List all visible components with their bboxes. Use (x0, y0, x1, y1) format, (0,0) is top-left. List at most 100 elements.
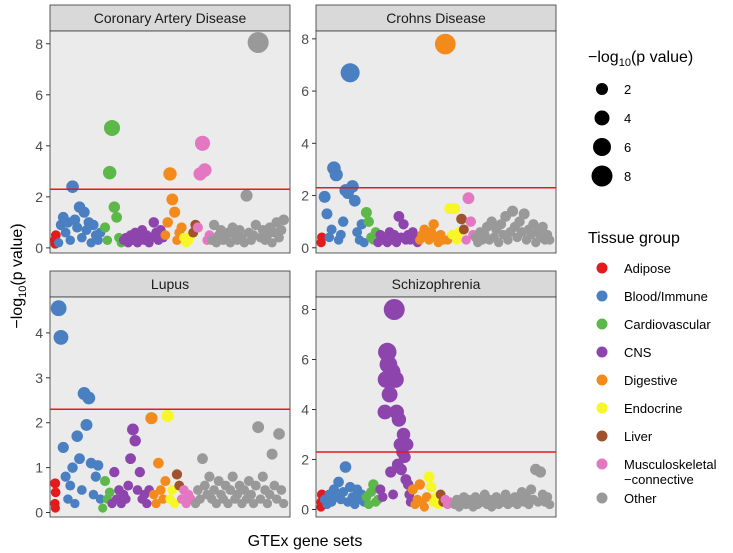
data-point (50, 478, 61, 489)
data-point (398, 450, 411, 464)
y-tick-label: 4 (35, 325, 43, 341)
data-point (208, 219, 220, 231)
data-point (363, 216, 374, 227)
data-point (123, 480, 134, 491)
data-point (352, 227, 363, 238)
size-legend-title: −log10(p value) (588, 49, 693, 69)
data-point (269, 480, 280, 491)
data-point (121, 494, 131, 504)
data-point (63, 494, 73, 504)
legend-swatch (596, 374, 608, 386)
facet-strip (315, 4, 557, 32)
legend-label: Musculoskeletal −connective (624, 457, 717, 487)
data-point (333, 476, 344, 488)
data-point (518, 208, 530, 220)
legend-swatch (596, 318, 608, 330)
data-point (104, 487, 115, 498)
y-axis-title: −log10(p value) (9, 223, 29, 328)
facet-panel: Crohns Disease 0 2 4 6 8 (301, 4, 557, 256)
data-point (250, 480, 261, 491)
color-legend: Tissue group Adipose Blood/Immune Cardiova… (588, 230, 717, 506)
legend-swatch (596, 402, 608, 414)
facet-title: Crohns Disease (386, 10, 486, 26)
data-point (148, 489, 159, 500)
facet-panel: Coronary Artery Disease 0 2 4 6 8 (35, 4, 291, 256)
data-point (360, 207, 372, 219)
data-point (377, 492, 388, 502)
data-point (247, 31, 269, 54)
size-legend: −log10(p value) 2 4 6 8 (588, 49, 693, 187)
data-point (160, 230, 171, 241)
legend-swatch (596, 290, 608, 302)
data-point (50, 300, 67, 317)
data-point (171, 469, 183, 480)
facet-panel: Lupus 0 1 2 3 4 (35, 270, 291, 521)
data-point (65, 235, 75, 245)
y-tick-label: 6 (301, 352, 309, 368)
data-point (192, 222, 203, 233)
data-point (77, 232, 87, 243)
data-point (169, 498, 180, 509)
data-point (72, 222, 83, 233)
x-axis-title: GTEx gene sets (248, 533, 363, 550)
data-point (267, 238, 277, 248)
data-point (129, 434, 141, 447)
size-legend-dot (593, 138, 611, 156)
data-point (225, 485, 236, 495)
data-point (533, 497, 543, 507)
data-point (239, 485, 250, 495)
facet-title: Schizophrenia (392, 276, 481, 292)
data-point (155, 485, 166, 495)
data-point (486, 216, 497, 227)
size-legend-label: 8 (624, 169, 631, 184)
data-point (90, 471, 101, 482)
y-tick-label: 8 (301, 31, 309, 47)
data-point (273, 428, 285, 440)
legend-swatch (596, 346, 608, 358)
plot-background (49, 30, 291, 254)
data-point (279, 498, 289, 509)
data-point (346, 180, 359, 193)
legend-label: Digestive (624, 373, 677, 388)
data-point (428, 219, 439, 230)
data-point (264, 489, 275, 500)
data-point (167, 485, 178, 495)
data-point (70, 498, 80, 509)
data-point (462, 192, 475, 205)
color-legend-title: Tissue group (588, 230, 680, 247)
data-point (158, 494, 168, 504)
data-point (528, 219, 539, 230)
data-point (102, 235, 113, 245)
data-point (423, 471, 435, 483)
data-point (232, 489, 243, 500)
y-tick-label: 2 (301, 452, 309, 468)
data-point (461, 235, 471, 245)
y-tick-label: 2 (35, 415, 43, 431)
data-point (76, 485, 87, 495)
data-point (544, 235, 555, 245)
data-point (176, 222, 187, 233)
plot-background (315, 30, 557, 254)
data-point (60, 471, 71, 482)
data-point (398, 219, 409, 230)
data-point (66, 180, 79, 193)
y-tick-label: 2 (35, 189, 43, 205)
facet-title: Lupus (151, 276, 189, 292)
facet-panel: Schizophrenia 0 2 4 6 8 (301, 270, 557, 518)
data-point (276, 225, 287, 236)
facet-strip (49, 270, 291, 298)
y-tick-label: 0 (301, 502, 309, 518)
data-point (53, 238, 64, 248)
data-point (262, 498, 273, 509)
data-point (195, 494, 205, 504)
size-legend-dot (594, 110, 610, 126)
data-point (388, 489, 399, 500)
data-point (526, 484, 537, 495)
data-point (328, 484, 340, 495)
data-point (109, 466, 120, 478)
y-tick-label: 0 (301, 240, 309, 256)
data-point (88, 489, 99, 500)
data-point (274, 232, 284, 243)
